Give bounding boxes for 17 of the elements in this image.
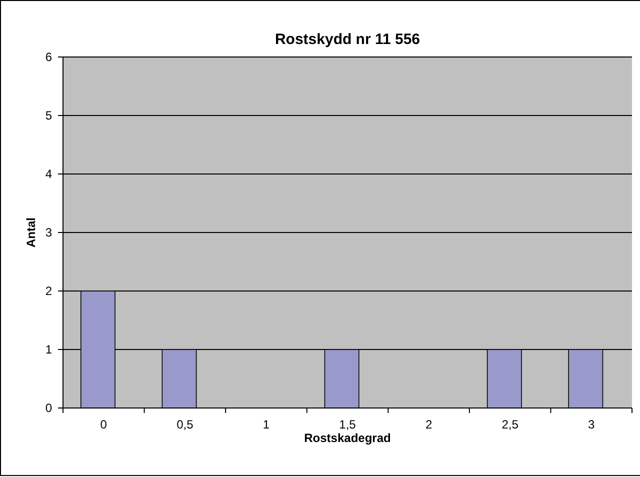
- x-tick-label: 0,5: [176, 418, 194, 432]
- x-tick-label: 2: [425, 418, 432, 432]
- y-tick-label: 3: [45, 225, 52, 240]
- y-tick-label: 1: [45, 342, 52, 356]
- y-axis-title: Antal: [24, 218, 38, 248]
- x-tick-label: 2,5: [502, 418, 519, 432]
- y-tick-label: 6: [45, 50, 52, 64]
- x-tick-label: 1: [262, 418, 270, 432]
- y-tick-label: 5: [45, 108, 52, 122]
- x-tick-label: 1,5: [339, 418, 356, 432]
- x-tick-label: 0: [100, 418, 108, 432]
- y-tick-label: 0: [45, 400, 52, 415]
- y-tick-label: 2: [45, 284, 52, 298]
- x-tick-label: 3: [588, 418, 596, 432]
- y-tick-label: 4: [45, 166, 52, 181]
- chart-title: Rostskydd nr 11 556: [274, 31, 420, 48]
- x-axis-title: Rostskadegrad: [304, 431, 391, 445]
